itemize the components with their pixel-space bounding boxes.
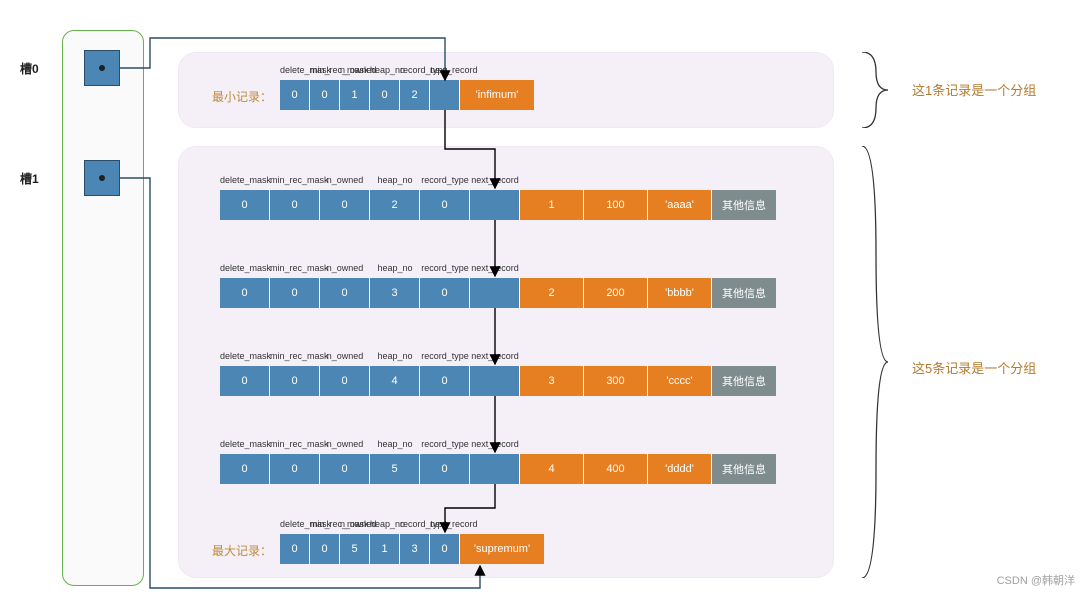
slot-dot-1: [99, 175, 105, 181]
hdr-max: delete_maskmin_rec_maskn_ownedheap_norec…: [280, 519, 460, 529]
record-row-d1: 000302200'bbbb'其他信息: [220, 278, 776, 308]
slot-box-0: [84, 50, 120, 86]
hdr-min: delete_maskmin_rec_maskn_ownedheap_norec…: [280, 65, 460, 75]
record-title-min: 最小记录：: [212, 88, 272, 105]
record-row-d0: 000201100'aaaa'其他信息: [220, 190, 776, 220]
annotation-top: 这1条记录是一个分组: [912, 80, 1036, 99]
slot-directory: [62, 30, 144, 586]
slot-label-0: 槽0: [20, 60, 39, 77]
record-row-d3: 000504400'dddd'其他信息: [220, 454, 776, 484]
record-row-max: 005130'supremum': [280, 534, 544, 564]
record-row-d2: 000403300'cccc'其他信息: [220, 366, 776, 396]
brace-bottom: [858, 146, 902, 578]
hdr-d2: delete_maskmin_rec_maskn_ownedheap_norec…: [220, 351, 520, 361]
hdr-d1: delete_maskmin_rec_maskn_ownedheap_norec…: [220, 263, 520, 273]
record-row-min: 00102'infimum': [280, 80, 534, 110]
hdr-d3: delete_maskmin_rec_maskn_ownedheap_norec…: [220, 439, 520, 449]
hdr-d0: delete_maskmin_rec_maskn_ownedheap_norec…: [220, 175, 520, 185]
watermark: CSDN @韩朝洋: [997, 572, 1075, 588]
slot-label-1: 槽1: [20, 170, 39, 187]
record-title-max: 最大记录：: [212, 542, 272, 559]
brace-top: [858, 52, 902, 128]
annotation-bottom: 这5条记录是一个分组: [912, 358, 1036, 377]
slot-box-1: [84, 160, 120, 196]
slot-dot-0: [99, 65, 105, 71]
